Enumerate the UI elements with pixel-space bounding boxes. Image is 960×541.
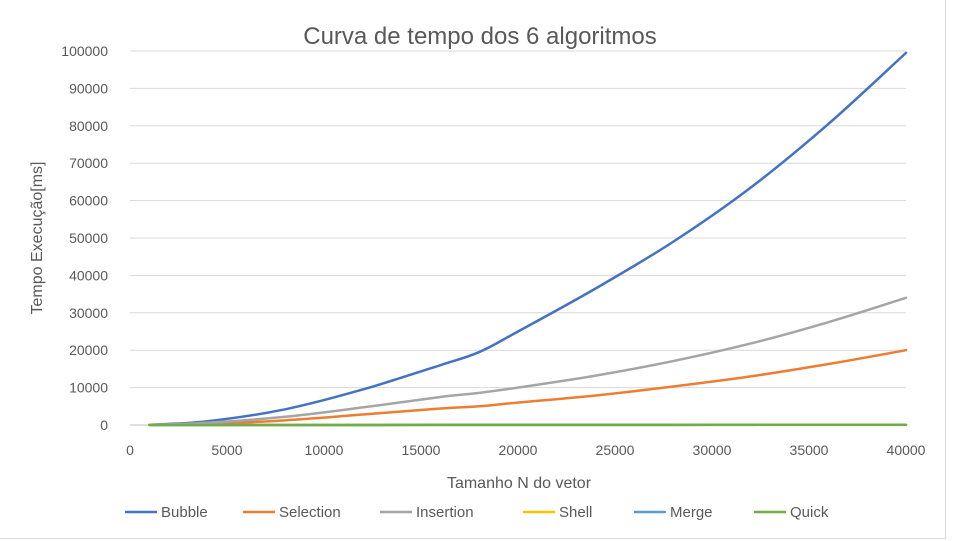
x-tick-label: 35000: [790, 442, 829, 458]
y-tick-label: 70000: [69, 155, 108, 171]
legend-item-merge: Merge: [634, 504, 713, 521]
y-tick-label: 40000: [69, 267, 108, 283]
x-tick-label: 25000: [596, 442, 635, 458]
legend-label: Quick: [790, 504, 829, 521]
legend-item-selection: Selection: [243, 504, 341, 521]
series-lines: [148, 51, 908, 427]
gridlines: [130, 50, 906, 426]
legend-item-shell: Shell: [523, 504, 592, 521]
series-line-selection: [148, 348, 908, 427]
y-tick-label: 100000: [61, 43, 108, 59]
series-line-insertion: [148, 296, 908, 427]
legend-label: Merge: [670, 504, 713, 521]
y-tick-label: 20000: [69, 342, 108, 358]
x-tick-label: 30000: [693, 442, 732, 458]
y-tick-label: 30000: [69, 305, 108, 321]
legend-label: Bubble: [161, 504, 208, 521]
x-tick-label: 0: [126, 442, 134, 458]
x-tick-labels: 0 5000 10000 15000 20000 25000 30000 35000 40000: [126, 442, 926, 458]
y-tick-label: 10000: [69, 380, 108, 396]
x-tick-label: 5000: [211, 442, 242, 458]
y-tick-label: 90000: [69, 80, 108, 96]
y-tick-label: 0: [100, 417, 108, 433]
x-tick-label: 10000: [305, 442, 344, 458]
legend: Bubble Selection Insertion Shell Merge Quick: [125, 504, 829, 521]
x-tick-label: 40000: [887, 442, 926, 458]
x-tick-label: 20000: [499, 442, 538, 458]
x-tick-label: 15000: [402, 442, 441, 458]
legend-label: Shell: [559, 504, 592, 521]
legend-label: Selection: [279, 504, 341, 521]
y-tick-labels: 0 10000 20000 30000 40000 50000 60000 70000 8000…: [61, 43, 108, 433]
y-axis-title: Tempo Execução[ms]: [29, 162, 46, 315]
legend-item-quick: Quick: [754, 504, 829, 521]
series-line-bubble: [148, 51, 908, 427]
x-axis-title: Tamanho N do vetor: [447, 475, 592, 492]
legend-item-insertion: Insertion: [380, 504, 474, 521]
y-tick-label: 60000: [69, 193, 108, 209]
legend-label: Insertion: [416, 504, 474, 521]
chart-title: Curva de tempo dos 6 algoritmos: [303, 23, 657, 50]
y-tick-label: 80000: [69, 118, 108, 134]
y-tick-label: 50000: [69, 230, 108, 246]
legend-item-bubble: Bubble: [125, 504, 208, 521]
